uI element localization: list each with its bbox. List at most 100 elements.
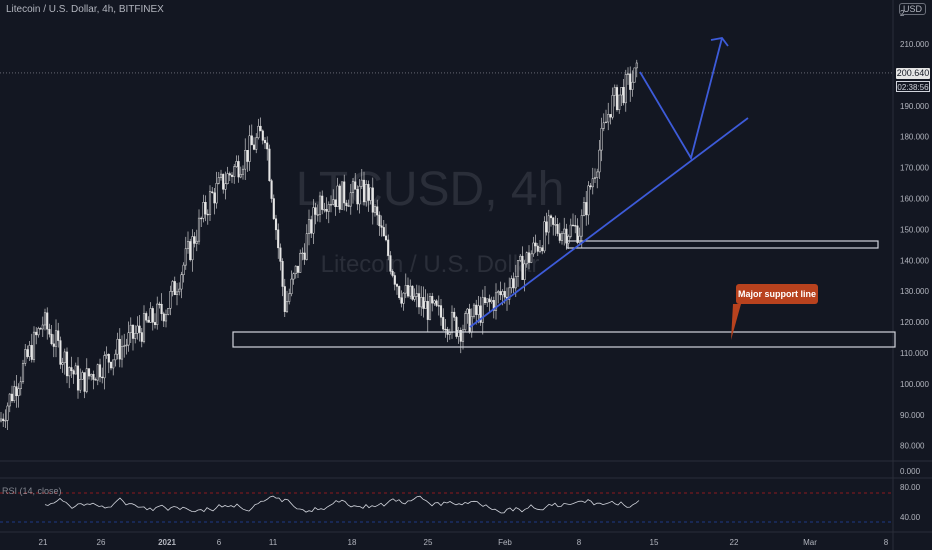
candle-body [378,214,381,227]
candle-body [543,221,546,252]
candle-body [457,330,460,337]
candle-body [613,87,616,96]
major-support-box [232,331,896,348]
candle-body [228,173,231,176]
candle-body [512,278,515,289]
candle-body [365,184,368,203]
candle-body [589,185,592,188]
time-tick-label: 8 [884,538,889,547]
candle-body [343,181,346,204]
candle-body [380,225,383,228]
candle-body [358,185,361,205]
time-tick-label: 6 [217,538,222,547]
candle-body [367,184,370,201]
candle-body [151,308,154,323]
candle-body [57,330,60,341]
rsi-tick-label: 80.00 [900,483,921,492]
candle-body [19,381,22,390]
candle-body [233,166,236,177]
candle-body [466,308,469,314]
candle-body [182,264,185,275]
candle-body [164,314,168,322]
time-tick-label: 8 [577,538,582,547]
candle-body [439,305,443,318]
candle-body [13,386,16,402]
time-tick-label: 25 [424,538,433,547]
candle-body [633,67,636,83]
candle-body [244,149,247,170]
currency-button[interactable]: USD [899,3,927,15]
candle-body [96,364,99,381]
candle-body [299,253,302,273]
candle-body [556,224,559,234]
candle-body [431,296,434,304]
support-callout[interactable]: Major support line [736,284,818,304]
candle-body [395,284,399,287]
candle-body [563,228,566,234]
price-tick-label: 160.000 [900,195,929,204]
candle-body [255,137,258,150]
candle-body [552,217,555,225]
candle-body [142,313,146,342]
time-axis[interactable]: 21 26 2021 6 11 18 25 Feb 8 15 22 Mar 8 [39,538,889,547]
time-tick-label: 22 [730,538,739,547]
candle-body [450,311,454,333]
candle-body [0,418,3,422]
candle-body [420,297,423,308]
candle-body [173,281,176,295]
candle-body [241,168,245,175]
candle-body [281,261,284,287]
price-tick-label: 120.000 [900,318,929,327]
price-tick-label: 140.000 [900,256,929,265]
candle-body [191,236,194,261]
candle-body [167,308,170,315]
rsi-label: RSI (14, close) [2,486,62,496]
candle-body [90,374,93,377]
candle-body [283,286,286,312]
candle-body [266,142,269,150]
candle-body [409,285,412,297]
candle-body [444,328,447,331]
candle-body [129,324,132,334]
candle-body [459,330,462,342]
candle-body [602,122,605,129]
candle-body [384,235,388,241]
candle-body [120,346,124,360]
candle-body [582,202,586,216]
candle-body [30,345,33,360]
candle-body [455,317,458,337]
candle-body [61,362,64,365]
candle-body [433,300,436,304]
candle-body [178,288,181,293]
callout-pointer [731,304,741,340]
candle-body [349,192,352,207]
candle-body [219,173,223,178]
candle-body [21,363,25,383]
candle-body [321,195,324,210]
candle-body [217,177,220,184]
candle-body [263,140,267,144]
price-axis[interactable]: 210.000 190.000 180.000 170.000 160.000 150.0… [900,9,929,522]
candle-body [76,365,80,391]
candle-body [336,185,339,207]
time-tick-label: Feb [498,538,512,547]
candle-body [402,292,405,304]
candle-body [197,217,201,242]
projection-path [639,37,723,161]
candle-body [26,349,29,357]
candle-body [180,274,183,290]
candle-body [620,87,623,96]
time-tick-label: 26 [97,538,106,547]
candle-body [226,173,229,184]
candle-body [615,87,619,110]
candle-body [387,239,390,256]
candle-body [530,253,533,263]
candle-body [175,291,179,295]
drawings[interactable] [232,37,896,348]
price-tick-label: 170.000 [900,164,929,173]
candle-body [558,233,561,241]
candle-body [24,349,27,364]
candle-body [145,313,148,321]
candle-body [68,367,71,377]
